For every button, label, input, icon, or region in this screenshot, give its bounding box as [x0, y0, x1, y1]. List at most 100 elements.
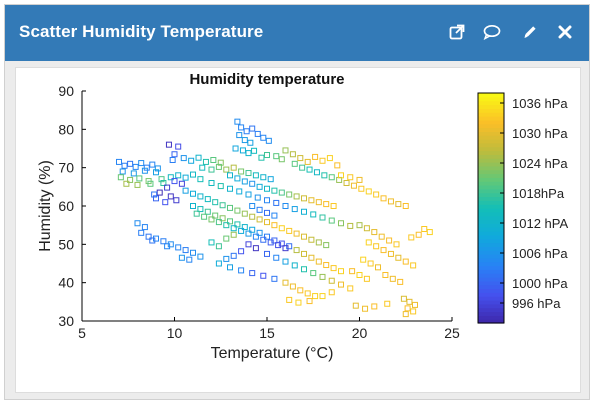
scatter-point [289, 151, 296, 158]
scatter-point [386, 237, 393, 244]
colorbar-segment [478, 211, 504, 217]
y-tick-label: 80 [58, 121, 74, 137]
scatter-point [197, 206, 204, 213]
scatter-point [278, 189, 285, 196]
scatter-point [239, 147, 246, 154]
scatter-point [301, 195, 307, 202]
scatter-point [267, 176, 274, 183]
scatter-point [319, 273, 326, 280]
scatter-point [232, 145, 239, 152]
scatter-point [315, 258, 322, 265]
scatter-point [238, 267, 245, 274]
scatter-point [328, 174, 335, 181]
scatter-point [323, 262, 330, 269]
colorbar-segment [478, 104, 504, 109]
scatter-point [173, 197, 180, 204]
scatter-point [260, 174, 267, 181]
external-link-button[interactable] [446, 21, 468, 43]
scatter-point [330, 265, 337, 272]
scatter-point [252, 245, 259, 252]
widget-header: Scatter Humidity Temperature [5, 5, 589, 61]
scatter-point [197, 176, 204, 183]
colorbar-segment [478, 123, 504, 129]
scatter-point [238, 248, 245, 255]
scatter-point [215, 219, 222, 226]
scatter-point [245, 241, 252, 248]
scatter-point [141, 167, 148, 174]
scatter-point [400, 295, 407, 302]
scatter-point [356, 272, 363, 278]
scatter-point [293, 193, 300, 200]
scatter-point [310, 211, 317, 218]
colorbar-segment [478, 254, 504, 259]
scatter-point [249, 226, 256, 233]
colorbar-segment [478, 227, 504, 232]
scatter-point [208, 216, 215, 223]
colorbar-label: 1012 hPA [512, 216, 568, 231]
colorbar-segment [478, 173, 504, 178]
scatter-point [241, 210, 248, 217]
scatter-point [208, 180, 215, 186]
scatter-point [264, 250, 270, 257]
colorbar-frame [477, 92, 505, 324]
scatter-point [282, 258, 289, 265]
scatter-point [230, 164, 237, 171]
scatter-point [380, 195, 387, 202]
close-button[interactable] [554, 21, 576, 43]
scatter-point [271, 187, 278, 194]
scatter-point [127, 176, 134, 183]
colorbar-segment [478, 196, 504, 201]
scatter-point [387, 198, 394, 205]
y-tick-label: 40 [58, 275, 74, 291]
scatter-point [330, 203, 337, 209]
scatter-point [241, 137, 248, 144]
scatter-point [195, 154, 202, 161]
scatter-point [227, 204, 233, 211]
scatter-point [395, 254, 402, 261]
scatter-point [334, 162, 341, 169]
scatter-point [149, 237, 156, 244]
scatter-point [182, 247, 189, 254]
scatter-point [260, 236, 267, 243]
scatter-point [119, 168, 126, 175]
scatter-point [301, 208, 307, 215]
colorbar-segment [478, 127, 504, 132]
scatter-point [402, 311, 409, 318]
scatter-point [145, 233, 152, 240]
scatter-point [230, 225, 237, 232]
x-tick-label: 20 [352, 325, 368, 341]
scatter-point [395, 201, 402, 208]
colorbar-segment [478, 208, 504, 213]
scatter-point [241, 224, 248, 231]
scatter-point [251, 147, 258, 154]
scatter-point [171, 178, 178, 185]
colorbar-segment [478, 265, 504, 270]
scatter-point [252, 172, 259, 179]
scatter-point [164, 184, 171, 191]
edit-button[interactable] [519, 21, 541, 43]
scatter-point [397, 278, 404, 285]
scatter-point [264, 197, 270, 204]
scatter-point [190, 249, 196, 256]
scatter-point [304, 290, 311, 297]
scatter-point [143, 164, 150, 171]
scatter-point [295, 299, 302, 306]
scatter-point [404, 305, 411, 312]
comment-button[interactable] [481, 21, 503, 43]
scatter-point [319, 157, 326, 164]
scatter-point [260, 272, 267, 279]
scatter-point [315, 199, 322, 206]
colorbar-label: 1006 hPa [512, 246, 568, 261]
scatter-point [186, 256, 193, 263]
colorbar-segment [478, 273, 504, 278]
colorbar-segment [478, 231, 504, 236]
scatter-point [245, 191, 252, 198]
scatter-point [167, 174, 174, 181]
scatter-point [160, 238, 167, 245]
colorbar-segment [478, 177, 504, 182]
scatter-point [234, 221, 241, 228]
scatter-point [380, 247, 387, 254]
scatter-point [215, 163, 222, 170]
scatter-point [264, 219, 270, 226]
scatter-point [202, 158, 209, 165]
